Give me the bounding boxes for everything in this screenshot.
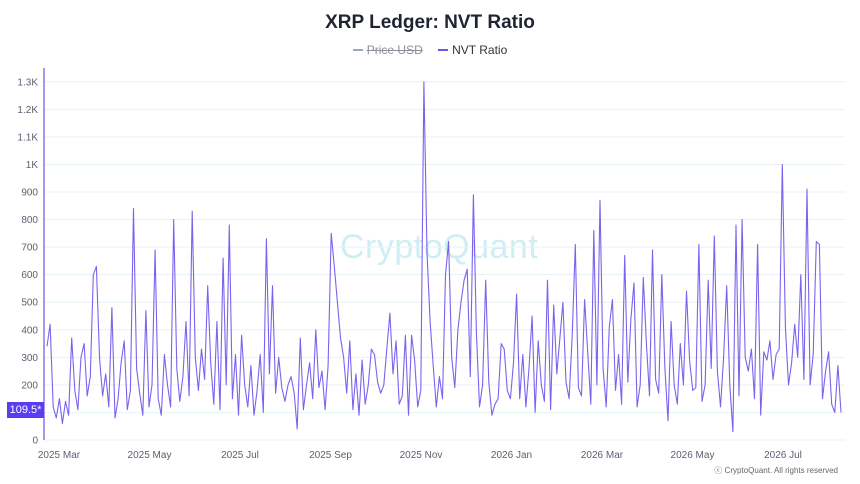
legend-item-nvt-ratio[interactable]: NVT Ratio [438, 43, 507, 57]
legend-label-nvt-ratio: NVT Ratio [452, 43, 508, 57]
series-line-nvt-ratio [46, 81, 842, 433]
y-tick-label: 1.1K [17, 132, 38, 143]
x-tick-label: 2026 Jul [764, 450, 802, 461]
y-tick-label: 200 [21, 380, 38, 391]
copyright-notice: ⓒ CryptoQuant. All rights reserved [714, 466, 838, 475]
x-tick-label: 2025 Nov [400, 450, 443, 461]
x-tick-label: 2026 May [671, 450, 715, 461]
legend-swatch-price-usd [352, 49, 363, 51]
y-tick-label: 400 [21, 325, 38, 336]
x-tick-label: 2025 Mar [38, 450, 81, 461]
x-tick-label: 2026 Jan [491, 450, 532, 461]
y-tick-label: 300 [21, 353, 38, 364]
y-tick-label: 800 [21, 215, 38, 226]
y-tick-label: 700 [21, 243, 38, 254]
legend-item-price-usd[interactable]: Price USD [352, 43, 423, 57]
y-tick-label: 0 [32, 436, 38, 447]
y-tick-label: 900 [21, 188, 38, 199]
x-tick-label: 2026 Mar [581, 450, 624, 461]
y-tick-label: 600 [21, 270, 38, 281]
y-tick-label: 1.3K [17, 77, 38, 88]
x-tick-label: 2025 Sep [309, 450, 352, 461]
legend-swatch-nvt-ratio [438, 49, 449, 51]
x-tick-label: 2025 May [128, 450, 172, 461]
chart-title: XRP Ledger: NVT Ratio [325, 12, 535, 33]
x-tick-label: 2025 Jul [221, 450, 259, 461]
legend-label-price-usd: Price USD [366, 43, 423, 57]
y-tick-label: 1K [26, 160, 39, 171]
cursor-value-label: 109.5* [7, 402, 44, 418]
chart-legend: Price USD NVT Ratio [0, 40, 860, 57]
y-tick-label: 1.2K [17, 105, 38, 116]
y-tick-label: 500 [21, 298, 38, 309]
